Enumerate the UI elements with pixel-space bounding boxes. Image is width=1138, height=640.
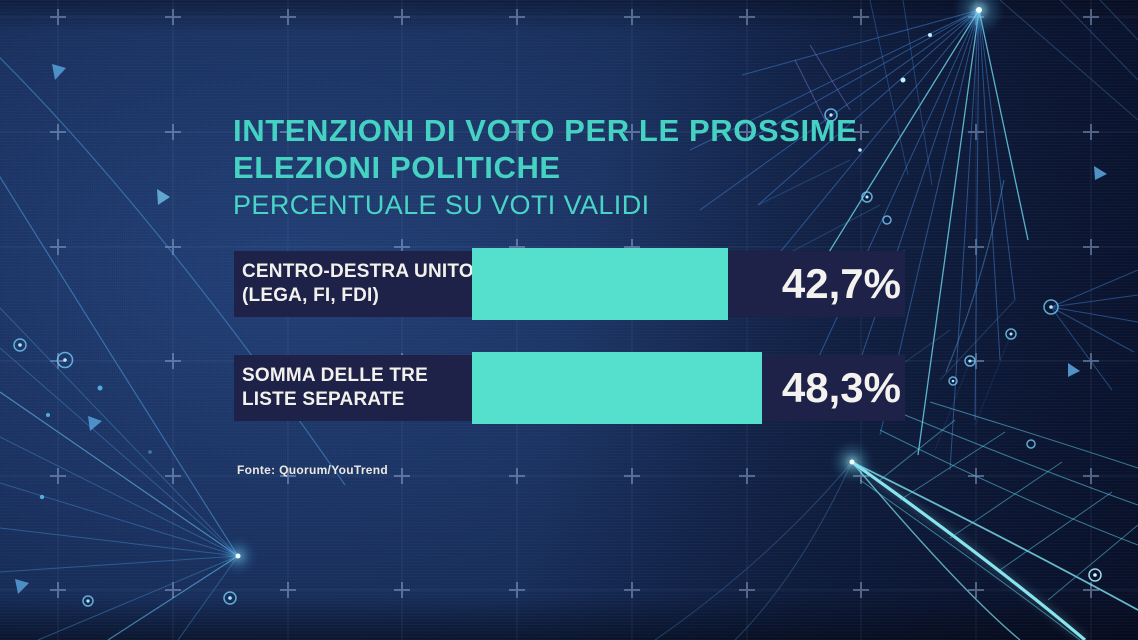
- value-label: 42,7%: [781, 260, 901, 307]
- chart-row-somma-liste: SOMMA DELLE TRE LISTE SEPARATE 48,3%: [234, 352, 905, 424]
- row-label-line1: SOMMA DELLE TRE: [242, 365, 428, 386]
- row-label-line2: LISTE SEPARATE: [242, 389, 405, 410]
- left-network: [0, 57, 346, 640]
- value-label: 48,3%: [781, 364, 901, 411]
- chart-row-centro-destra: CENTRO-DESTRA UNITO (LEGA, FI, FDI) 42,7…: [234, 248, 905, 320]
- chart-title-line2: ELEZIONI POLITICHE: [233, 150, 561, 185]
- value-bar: [472, 352, 762, 424]
- source-credit: Fonte: Quorum/YouTrend: [237, 463, 389, 477]
- row-label-line2: (LEGA, FI, FDI): [242, 285, 380, 306]
- chart-subtitle: PERCENTUALE SU VOTI VALIDI: [233, 190, 650, 220]
- right-mid-network: [934, 166, 1138, 451]
- title-block: INTENZIONI DI VOTO PER LE PROSSIME ELEZI…: [233, 112, 857, 220]
- row-label: CENTRO-DESTRA UNITO (LEGA, FI, FDI): [242, 251, 474, 317]
- chart-title: INTENZIONI DI VOTO PER LE PROSSIME ELEZI…: [233, 112, 857, 186]
- chart-title-line1: INTENZIONI DI VOTO PER LE PROSSIME: [233, 113, 858, 148]
- row-label: SOMMA DELLE TRE LISTE SEPARATE: [242, 355, 474, 421]
- bottom-right-mesh: [654, 401, 1138, 640]
- row-label-line1: CENTRO-DESTRA UNITO: [242, 261, 474, 282]
- value-bar: [472, 248, 728, 320]
